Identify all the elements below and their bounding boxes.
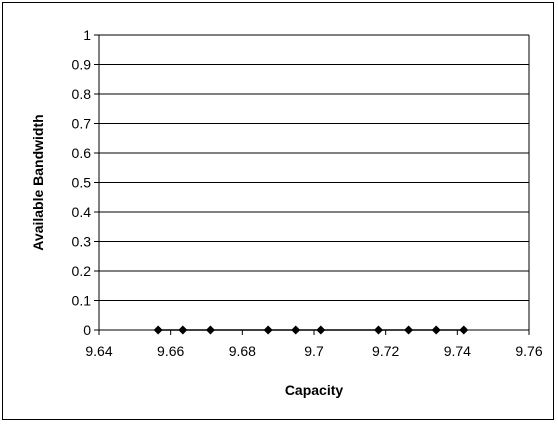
data-point-marker [431, 325, 441, 335]
data-point-marker [316, 325, 326, 335]
x-axis-title: Capacity [285, 382, 344, 398]
data-point-marker [459, 325, 469, 335]
data-series [153, 325, 469, 335]
x-tick-label: 9.72 [372, 343, 399, 359]
chart-frame [2, 2, 554, 420]
y-tick-label: 0.7 [72, 116, 92, 132]
y-tick-label: 0.9 [72, 57, 92, 73]
y-tick-label: 0.8 [72, 86, 92, 102]
data-point-marker [263, 325, 273, 335]
x-tick-label: 9.64 [85, 343, 112, 359]
y-tick-labels: 0 0.1 0.2 0.3 0.4 0.5 0.6 0.7 0.8 0.9 1 [72, 27, 92, 338]
x-tick-label: 9.76 [515, 343, 542, 359]
y-tick-label: 0 [83, 322, 91, 338]
x-tick-label: 9.66 [157, 343, 184, 359]
x-tick-labels: 9.64 9.66 9.68 9.7 9.72 9.74 9.76 [85, 343, 542, 359]
x-tick-label: 9.7 [304, 343, 324, 359]
y-tick-label: 0.2 [72, 263, 92, 279]
x-tick-label: 9.68 [229, 343, 256, 359]
y-tick-label: 0.5 [72, 175, 92, 191]
y-tick-label: 0.1 [72, 293, 92, 309]
y-tick-label: 0.4 [72, 204, 92, 220]
data-point-marker [178, 325, 188, 335]
y-tick-label: 0.6 [72, 145, 92, 161]
data-point-marker [404, 325, 414, 335]
axes [94, 34, 530, 335]
y-tick-label: 0.3 [72, 234, 92, 250]
data-point-marker [205, 325, 215, 335]
data-point-marker [153, 325, 163, 335]
y-tick-label: 1 [83, 27, 91, 43]
data-point-marker [374, 325, 383, 335]
x-tick-label: 9.74 [444, 343, 471, 359]
y-axis-title: Available Bandwidth [30, 114, 46, 250]
grid-lines [99, 34, 529, 301]
data-point-marker [291, 325, 301, 335]
